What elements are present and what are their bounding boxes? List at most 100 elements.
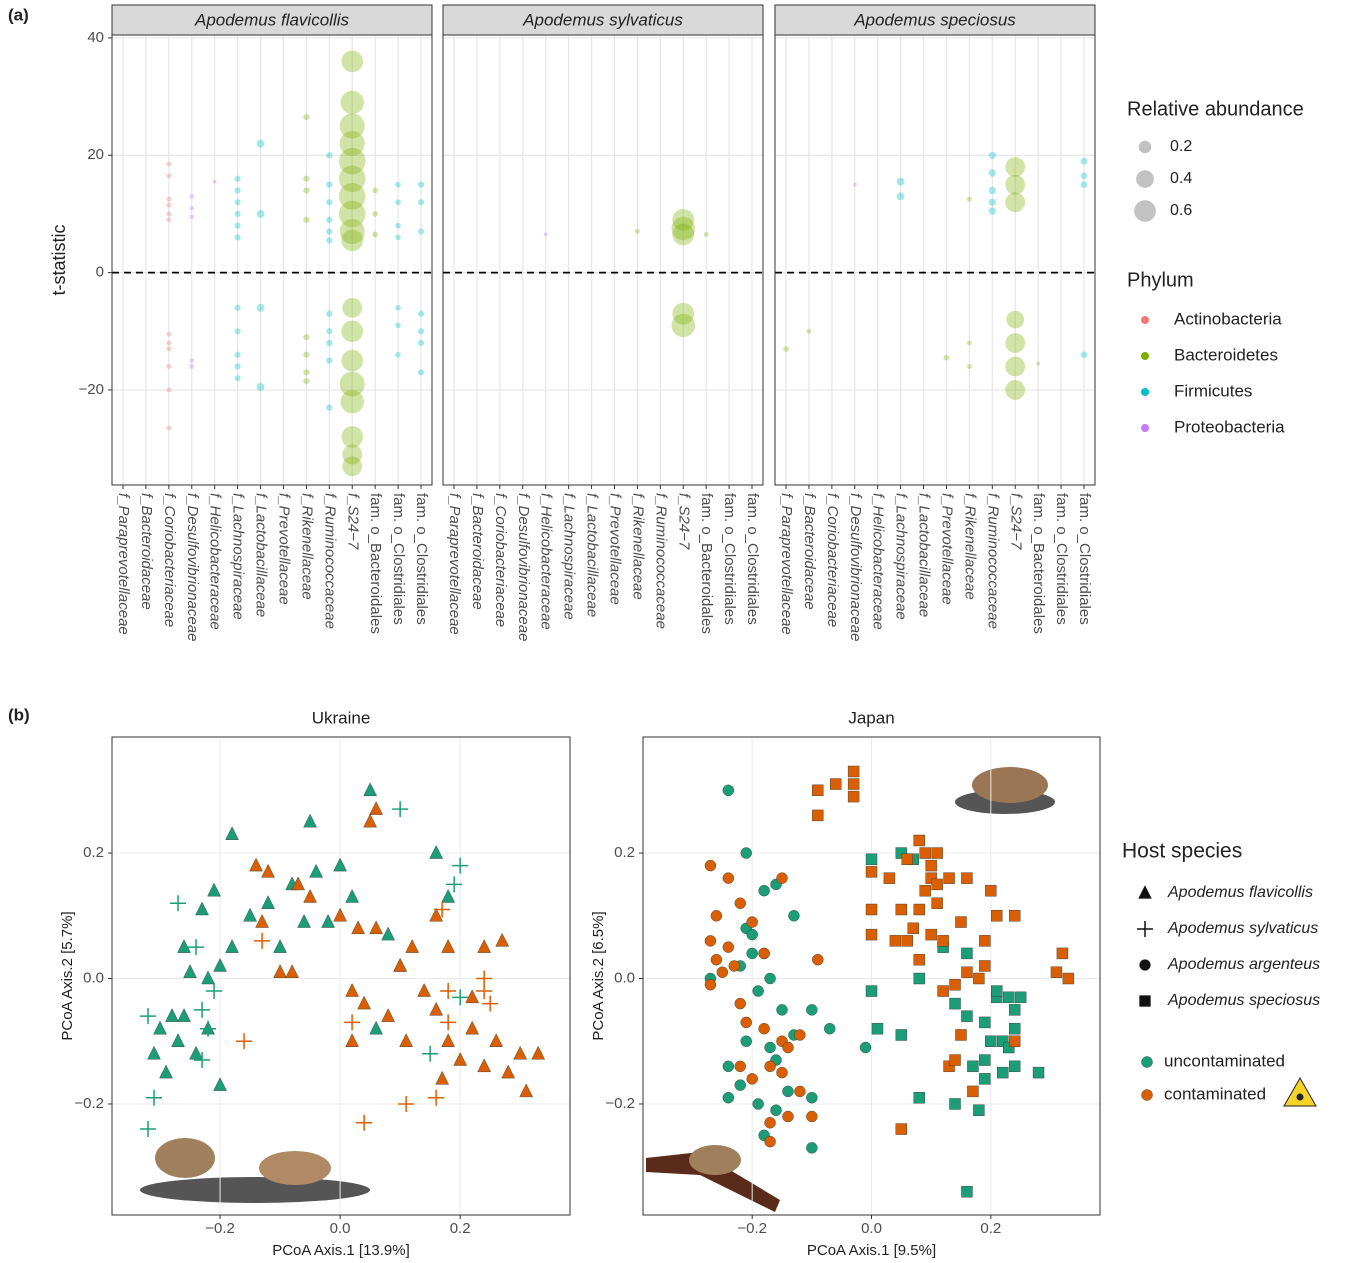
point [183,964,197,978]
point [722,784,735,797]
bubble [417,199,425,206]
point [931,847,943,859]
bubble [372,231,378,238]
legend-title: Phylum [1127,269,1194,291]
point [273,964,287,978]
bubble [417,181,425,188]
point [392,801,409,818]
point [764,1117,776,1129]
point [991,985,1003,997]
point [429,1001,443,1016]
legend-label: 0.6 [1170,202,1192,219]
bubble [303,369,310,376]
x-tick-label: f_Desulfovibrionaceae [847,493,864,641]
legend-color-key [1141,424,1149,432]
point [189,1045,203,1060]
bubble [326,199,333,206]
x-tick-label: f_S24−7 [344,493,361,550]
point [764,1135,776,1148]
bubble [166,217,172,223]
point [285,964,299,978]
point [734,897,746,909]
bubble [303,334,310,341]
point [446,876,463,893]
point [225,826,239,840]
x-tick-label: 0.2 [980,1220,1001,1237]
point [997,1035,1009,1047]
mouse-shadow [140,1177,370,1203]
bubble [395,351,401,358]
point [961,966,973,978]
point [979,1054,991,1066]
point [177,1008,191,1022]
x-tick-label: 0.0 [861,1220,882,1237]
point [345,889,359,903]
bubble [395,222,401,229]
y-tick-label: 0.0 [614,969,635,986]
bubble [340,90,364,115]
point [465,989,479,1004]
x-tick-label: 0.2 [450,1220,471,1237]
point [722,1060,735,1073]
bubble [166,340,172,346]
point [967,1060,979,1073]
bubble [1005,192,1026,213]
point [752,985,764,997]
x-tick-label: f_Ruminococcaceae [321,493,338,629]
bubble [166,211,172,217]
point [865,903,878,916]
bubble [703,232,709,237]
bubble [966,364,972,369]
bubble [417,228,425,235]
bubble [966,196,972,202]
point [369,1020,383,1035]
point [913,1091,925,1104]
bubble [234,199,241,206]
point [943,872,955,884]
bubble [341,320,364,343]
bubble [326,216,333,223]
point [201,970,215,985]
point [943,1060,955,1073]
point [847,790,860,803]
facet-strip [774,4,1096,36]
bubble [1080,181,1088,189]
legend-shape-key [1139,959,1151,971]
point [1056,947,1069,960]
legend-size-key [1136,170,1154,188]
x-tick-label: f_Rikenellaceae [961,493,978,600]
point [931,897,943,909]
bubble [338,200,366,228]
x-tick-label: fam. o_Clostridiales [721,493,738,625]
bubble [234,304,241,311]
x-tick-label: f_Lachnospiraceae [893,493,910,620]
mouse-illustration [259,1151,331,1185]
point [435,1070,449,1085]
legend-label: Apodemus speciosus [1167,992,1320,1009]
y-tick-label: 0.2 [614,844,635,861]
legend-color-key [1141,1056,1153,1068]
bubble [372,211,378,217]
point [871,1022,884,1035]
point [776,1004,788,1016]
point [913,953,925,966]
point [153,1020,167,1035]
x-tick-label: f_Prevotellaceae [938,493,955,605]
x-tick-label: f_Lactobacillaceae [916,493,933,617]
point [381,1008,395,1022]
point [236,1033,253,1050]
y-axis-title: PCoA Axis.2 [5.7%] [59,911,76,1040]
legend-label: Bacteroidetes [1174,345,1278,364]
point [752,1098,764,1110]
point [734,1079,746,1091]
bubble [988,151,997,159]
y-axis-title: t-statistic [49,224,69,295]
point [782,1041,794,1054]
bubble [303,175,310,182]
bubble [326,228,333,235]
legend-color-key [1141,316,1149,324]
bubble [339,131,365,157]
radiation-icon [1283,1076,1317,1107]
mouse-illustration [155,1138,215,1178]
x-tick-label: −0.2 [205,1220,235,1237]
